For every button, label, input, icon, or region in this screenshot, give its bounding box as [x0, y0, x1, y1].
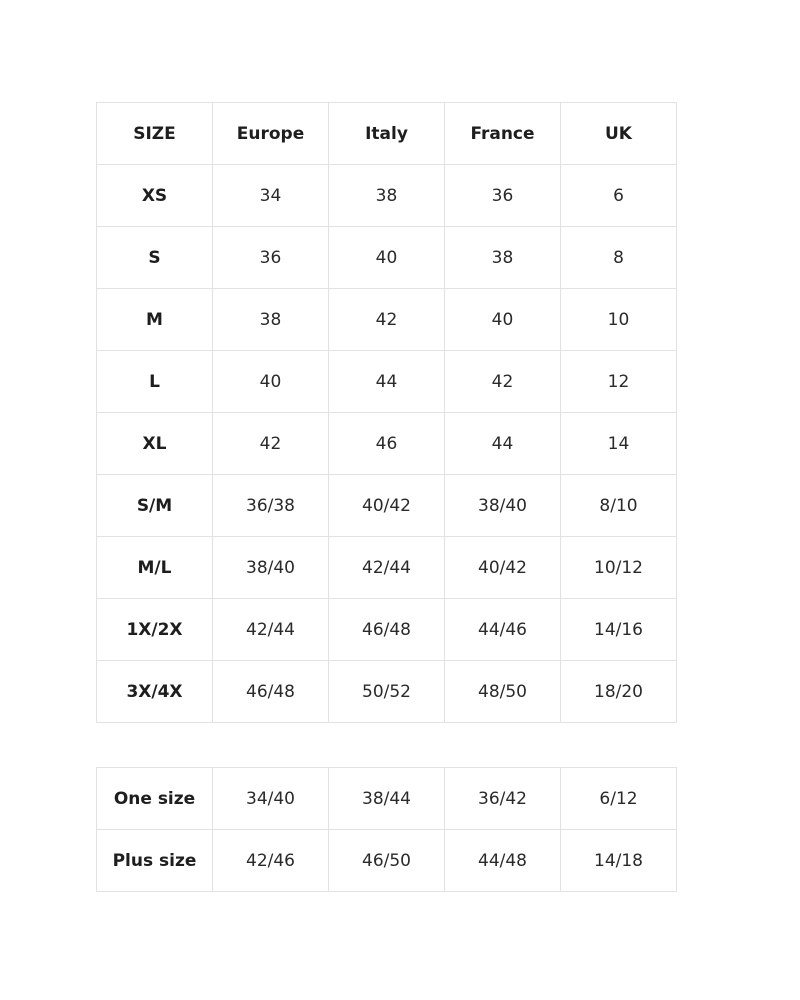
- header-cell: SIZE: [96, 102, 213, 165]
- size-label-cell: 3X/4X: [96, 660, 213, 723]
- size-label-cell: S/M: [96, 474, 213, 537]
- size-value-cell: 38/40: [444, 474, 561, 537]
- size-value-cell: 46/50: [328, 829, 445, 892]
- size-value-cell: 8: [560, 226, 677, 289]
- size-value-cell: 36: [212, 226, 329, 289]
- table-row: One size 34/40 38/44 36/42 6/12: [96, 767, 677, 830]
- size-value-cell: 36/42: [444, 767, 561, 830]
- size-value-cell: 40: [212, 350, 329, 413]
- size-value-cell: 36: [444, 164, 561, 227]
- size-value-cell: 42/44: [212, 598, 329, 661]
- header-cell: France: [444, 102, 561, 165]
- size-value-cell: 40/42: [328, 474, 445, 537]
- size-label-cell: One size: [96, 767, 213, 830]
- size-value-cell: 44: [444, 412, 561, 475]
- size-value-cell: 14/16: [560, 598, 677, 661]
- size-value-cell: 42: [444, 350, 561, 413]
- size-label-cell: L: [96, 350, 213, 413]
- table-row: L 40 44 42 12: [96, 350, 677, 413]
- size-value-cell: 8/10: [560, 474, 677, 537]
- table-row: 1X/2X 42/44 46/48 44/46 14/16: [96, 598, 677, 661]
- special-sizes-table: One size 34/40 38/44 36/42 6/12 Plus size 42/4…: [96, 767, 677, 892]
- header-cell: UK: [560, 102, 677, 165]
- size-value-cell: 42/44: [328, 536, 445, 599]
- size-value-cell: 38: [328, 164, 445, 227]
- table-row: 3X/4X 46/48 50/52 48/50 18/20: [96, 660, 677, 723]
- size-value-cell: 40: [328, 226, 445, 289]
- size-label-cell: XL: [96, 412, 213, 475]
- size-value-cell: 44/48: [444, 829, 561, 892]
- header-cell: Europe: [212, 102, 329, 165]
- table-row: XS 34 38 36 6: [96, 164, 677, 227]
- size-value-cell: 14: [560, 412, 677, 475]
- size-value-cell: 36/38: [212, 474, 329, 537]
- size-label-cell: XS: [96, 164, 213, 227]
- size-value-cell: 12: [560, 350, 677, 413]
- header-cell: Italy: [328, 102, 445, 165]
- size-value-cell: 6/12: [560, 767, 677, 830]
- size-value-cell: 42/46: [212, 829, 329, 892]
- size-value-cell: 6: [560, 164, 677, 227]
- size-value-cell: 10/12: [560, 536, 677, 599]
- size-value-cell: 48/50: [444, 660, 561, 723]
- size-chart-table: SIZE Europe Italy France UK XS 34 38 36 6 S 36 40 38 8…: [96, 102, 677, 723]
- table-row: S/M 36/38 40/42 38/40 8/10: [96, 474, 677, 537]
- size-label-cell: M: [96, 288, 213, 351]
- size-value-cell: 38/44: [328, 767, 445, 830]
- size-value-cell: 38/40: [212, 536, 329, 599]
- size-value-cell: 34/40: [212, 767, 329, 830]
- table-row: XL 42 46 44 14: [96, 412, 677, 475]
- size-value-cell: 40: [444, 288, 561, 351]
- size-value-cell: 50/52: [328, 660, 445, 723]
- size-value-cell: 40/42: [444, 536, 561, 599]
- table-row: M 38 42 40 10: [96, 288, 677, 351]
- table-row: S 36 40 38 8: [96, 226, 677, 289]
- size-label-cell: S: [96, 226, 213, 289]
- size-value-cell: 46/48: [212, 660, 329, 723]
- size-value-cell: 42: [328, 288, 445, 351]
- size-value-cell: 38: [444, 226, 561, 289]
- size-label-cell: 1X/2X: [96, 598, 213, 661]
- size-value-cell: 14/18: [560, 829, 677, 892]
- size-value-cell: 38: [212, 288, 329, 351]
- table-row: Plus size 42/46 46/50 44/48 14/18: [96, 829, 677, 892]
- size-label-cell: M/L: [96, 536, 213, 599]
- size-value-cell: 10: [560, 288, 677, 351]
- size-value-cell: 44: [328, 350, 445, 413]
- size-value-cell: 46: [328, 412, 445, 475]
- size-value-cell: 46/48: [328, 598, 445, 661]
- header-row: SIZE Europe Italy France UK: [96, 102, 677, 165]
- table-row: M/L 38/40 42/44 40/42 10/12: [96, 536, 677, 599]
- size-value-cell: 42: [212, 412, 329, 475]
- size-label-cell: Plus size: [96, 829, 213, 892]
- size-value-cell: 44/46: [444, 598, 561, 661]
- size-value-cell: 34: [212, 164, 329, 227]
- size-value-cell: 18/20: [560, 660, 677, 723]
